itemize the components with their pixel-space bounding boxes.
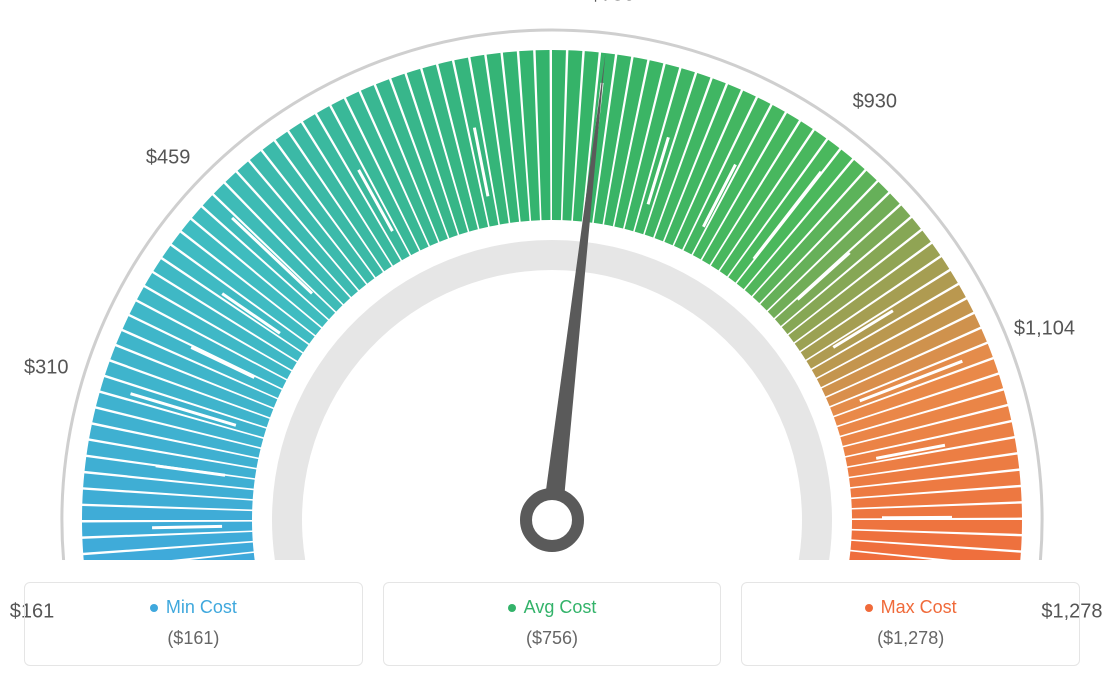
gauge-svg	[0, 0, 1104, 560]
legend-card-max: Max Cost ($1,278)	[741, 582, 1080, 666]
legend-card-min: Min Cost ($161)	[24, 582, 363, 666]
legend-text-avg: Avg Cost	[524, 597, 597, 618]
cost-gauge-widget: { "gauge": { "type": "gauge", "center_x"…	[0, 0, 1104, 690]
legend-label-max: Max Cost	[865, 597, 957, 618]
legend-text-max: Max Cost	[881, 597, 957, 618]
needle-hub	[526, 494, 578, 546]
legend-dot-max	[865, 604, 873, 612]
legend-dot-min	[150, 604, 158, 612]
tick-label: $459	[146, 146, 191, 169]
legend-card-avg: Avg Cost ($756)	[383, 582, 722, 666]
tick-label: $756	[590, 0, 635, 7]
tick-label: $310	[24, 357, 69, 380]
legend-dot-avg	[508, 604, 516, 612]
legend-text-min: Min Cost	[166, 597, 237, 618]
legend-value-min: ($161)	[35, 628, 352, 649]
gauge-area: $161$310$459$756$930$1,104$1,278	[0, 0, 1104, 560]
legend-value-max: ($1,278)	[752, 628, 1069, 649]
legend-value-avg: ($756)	[394, 628, 711, 649]
legend-label-min: Min Cost	[150, 597, 237, 618]
legend-label-avg: Avg Cost	[508, 597, 597, 618]
legend-row: Min Cost ($161) Avg Cost ($756) Max Cost…	[24, 582, 1080, 666]
tick-label: $1,104	[1014, 318, 1075, 341]
tick-label: $930	[853, 91, 898, 114]
